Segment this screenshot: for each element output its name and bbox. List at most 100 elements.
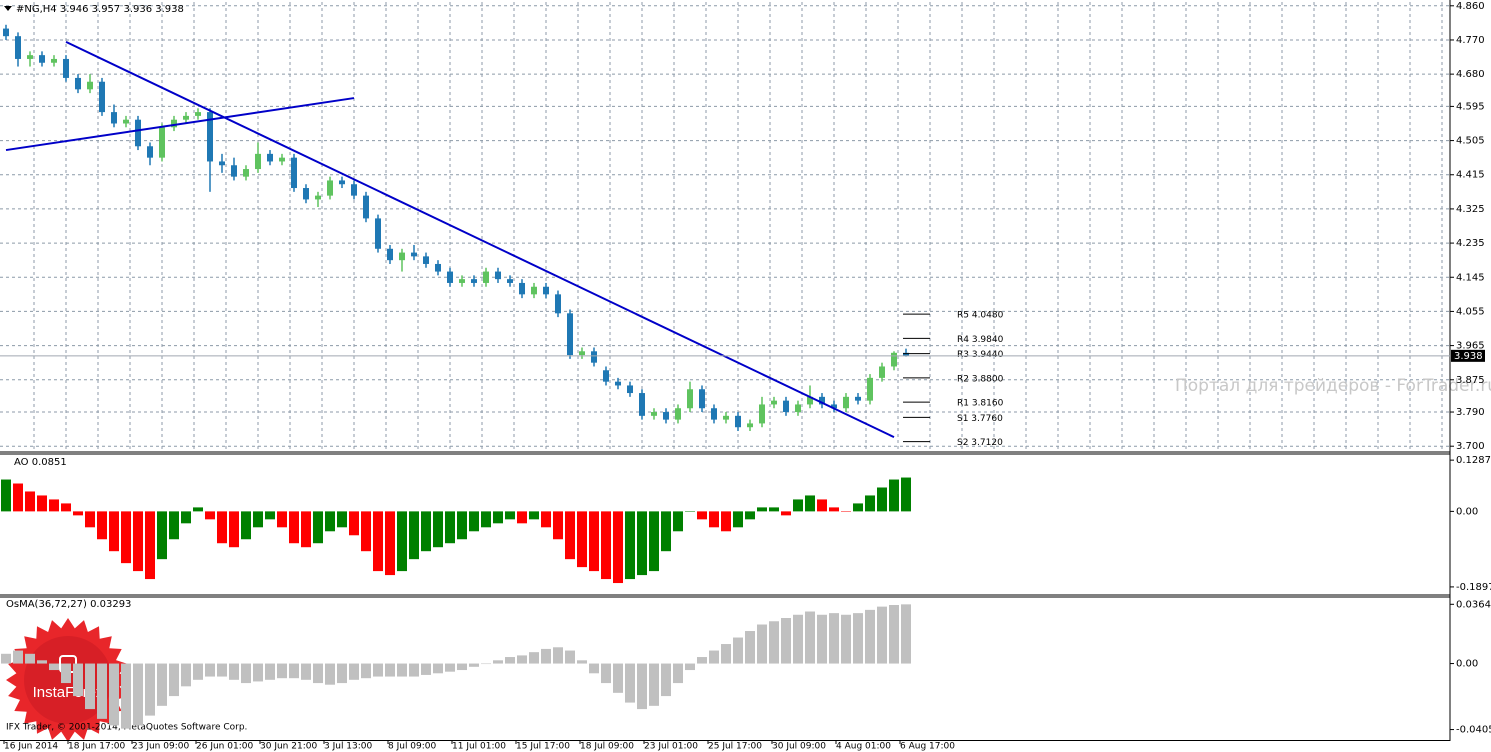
bar [157, 663, 167, 706]
candle-body [75, 77, 81, 90]
bar [181, 511, 191, 524]
bar [625, 511, 635, 580]
bar [697, 657, 707, 664]
y-tick-label: 0.00 [1456, 506, 1478, 517]
ao-title: AO 0.0851 [14, 457, 67, 468]
pivot-label: R5 4.0480 [957, 311, 1004, 321]
bar [313, 663, 323, 684]
bar [817, 499, 827, 512]
bar [649, 663, 659, 706]
bar [409, 511, 419, 560]
bar [97, 663, 107, 719]
bar [745, 511, 755, 520]
bar [769, 507, 779, 512]
candle-body [807, 396, 813, 405]
bar [433, 511, 443, 548]
bar [757, 507, 767, 512]
bar [577, 511, 587, 568]
bar [373, 511, 383, 572]
candle-body [675, 408, 681, 420]
y-tick-label: 4.595 [1456, 101, 1485, 112]
bar [529, 511, 539, 520]
bar [1, 653, 11, 664]
bar [433, 663, 443, 674]
x-tick-label: 8 Jul 09:00 [388, 742, 437, 752]
bar [37, 660, 47, 664]
bar [193, 663, 203, 680]
bar [853, 613, 863, 664]
candle-body [735, 415, 741, 428]
candle-body [435, 263, 441, 272]
bar [505, 657, 515, 664]
candle-body [51, 58, 57, 63]
bar [229, 663, 239, 680]
x-tick-label: 30 Jul 09:00 [772, 742, 826, 752]
y-tick-label: 4.415 [1456, 170, 1485, 181]
bar [37, 495, 47, 512]
bar [109, 511, 119, 552]
bar [493, 511, 503, 524]
candle-body [39, 55, 45, 63]
candle-body [3, 28, 9, 37]
candle-body [351, 184, 357, 196]
bar [301, 511, 311, 548]
y-tick-label: 3.790 [1456, 407, 1485, 418]
candle-body [303, 188, 309, 200]
bar [625, 663, 635, 703]
candle-body [663, 412, 669, 420]
bar [325, 663, 335, 685]
bar [385, 511, 395, 576]
candle-body [279, 157, 285, 162]
bar [121, 663, 131, 729]
y-tick-label: -0.1897 [1456, 582, 1491, 593]
bar [637, 511, 647, 576]
candle-body [243, 169, 249, 177]
candle-body [327, 180, 333, 196]
bar [481, 511, 491, 528]
pivot-label: S2 3.7120 [957, 438, 1003, 448]
x-tick-label: 6 Aug 17:00 [900, 742, 955, 752]
bar [733, 511, 743, 528]
bar [49, 663, 59, 671]
y-tick-label: 3.965 [1456, 341, 1485, 352]
candle-body [183, 115, 189, 120]
x-tick-label: 16 Jun 2014 [4, 742, 58, 752]
candle-body [903, 352, 909, 356]
bar [241, 663, 251, 684]
bar [13, 650, 23, 664]
bar [205, 511, 215, 520]
pivot-label: R3 3.9440 [957, 350, 1004, 360]
bar [85, 663, 95, 710]
candle-body [147, 146, 153, 158]
bar [301, 663, 311, 680]
bar [853, 503, 863, 512]
candle-body [231, 165, 237, 177]
bar [361, 663, 371, 679]
candle-body [291, 157, 297, 189]
candle-body [555, 294, 561, 314]
bar [517, 655, 527, 664]
y-tick-label: 4.860 [1456, 1, 1485, 12]
bar [877, 606, 887, 664]
bar [733, 637, 743, 664]
candle-body [219, 161, 225, 166]
bar [421, 511, 431, 552]
pivot-label: S1 3.7760 [957, 414, 1003, 424]
bar [205, 663, 215, 677]
x-tick-label: 3 Jul 13:00 [324, 742, 373, 752]
bar [145, 663, 155, 716]
bar [277, 511, 287, 528]
candle-body [135, 119, 141, 147]
candle-body [87, 81, 93, 90]
candle-body [411, 252, 417, 257]
bar [613, 511, 623, 584]
candle-body [99, 81, 105, 113]
candle-body [699, 389, 705, 409]
candle-body [759, 404, 765, 424]
bar [349, 511, 359, 536]
candle-body [339, 180, 345, 185]
bar [253, 511, 263, 528]
candle-body [507, 279, 513, 283]
bar [745, 631, 755, 664]
bar [61, 503, 71, 512]
